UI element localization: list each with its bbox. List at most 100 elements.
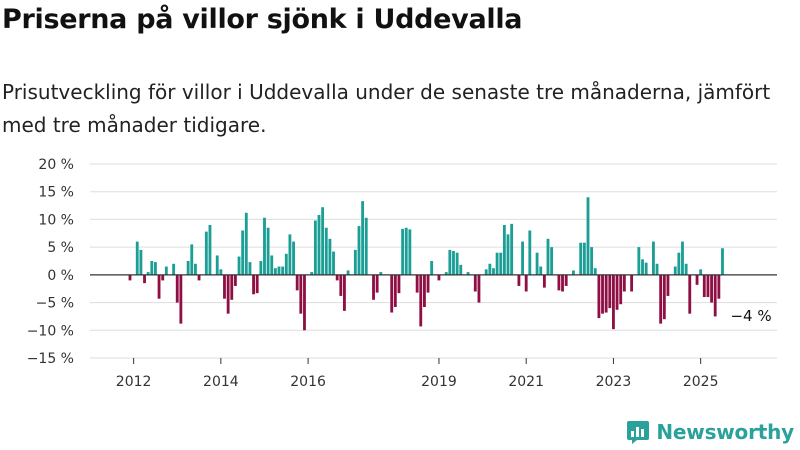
bar — [324, 227, 328, 275]
y-tick-label: 15 % — [38, 185, 74, 201]
x-tick-label: 2016 — [290, 374, 326, 390]
x-tick-label: 2012 — [116, 374, 152, 390]
bar — [586, 197, 590, 275]
bar — [521, 241, 524, 275]
bar — [688, 274, 692, 314]
bar — [404, 227, 408, 275]
bar — [528, 230, 532, 275]
bar — [321, 207, 325, 275]
latest-value-label: −4 % — [730, 307, 771, 325]
bar — [637, 247, 641, 275]
bar — [495, 252, 499, 275]
bar — [390, 274, 394, 313]
bar — [248, 262, 252, 275]
y-tick-label: 20 % — [38, 157, 74, 173]
bar — [597, 274, 601, 319]
bar — [179, 274, 183, 324]
bar — [295, 274, 299, 291]
bar — [444, 272, 448, 275]
bar — [361, 201, 365, 275]
bar — [593, 268, 597, 275]
bar — [437, 274, 441, 281]
bar — [452, 251, 455, 275]
bar — [343, 274, 346, 311]
bar — [473, 274, 477, 292]
x-axis-ticks: 2012 2014 2016 2019 2021 2023 2025 — [116, 358, 718, 390]
bar — [484, 269, 488, 275]
bar — [579, 242, 583, 275]
bar — [139, 249, 143, 275]
y-tick-label: 10 % — [38, 212, 74, 228]
y-axis-ticks: 20 % 15 % 10 % 5 % 0 % −5 % −10 % −15 % — [27, 157, 74, 367]
bar — [197, 274, 201, 281]
bar — [681, 241, 684, 275]
bar — [353, 249, 357, 275]
bar — [662, 274, 666, 320]
bar — [721, 248, 724, 275]
bar — [502, 224, 506, 275]
bar — [546, 238, 550, 275]
bar — [477, 274, 481, 303]
bar — [622, 274, 626, 292]
bar — [695, 274, 699, 285]
x-tick-label: 2014 — [203, 374, 239, 390]
bar — [572, 270, 575, 275]
bar — [673, 266, 677, 275]
newsworthy-chart-logo-icon — [627, 421, 650, 444]
bar-series — [128, 197, 724, 331]
x-tick-label: 2021 — [508, 374, 544, 390]
bar — [335, 274, 339, 281]
bar — [506, 234, 510, 275]
bar — [706, 274, 710, 298]
bar — [713, 274, 717, 317]
bar — [448, 249, 452, 275]
bar — [255, 274, 259, 294]
bar — [655, 263, 659, 275]
bar — [517, 274, 521, 286]
bar — [299, 274, 303, 314]
bar — [190, 244, 194, 275]
bar — [702, 274, 706, 298]
bar — [164, 266, 168, 275]
bar — [219, 269, 223, 275]
bar — [615, 274, 619, 310]
bar — [150, 261, 154, 275]
bar — [194, 263, 197, 275]
bar — [415, 274, 419, 293]
bar — [273, 268, 277, 275]
bar — [401, 228, 405, 275]
x-tick-label: 2023 — [596, 374, 632, 390]
gridlines — [90, 163, 777, 359]
bar — [524, 274, 528, 292]
bar — [699, 269, 703, 275]
bar — [281, 266, 285, 275]
bar — [423, 274, 426, 308]
bar — [652, 241, 655, 275]
y-tick-label: −15 % — [27, 351, 74, 367]
bar — [317, 214, 321, 275]
bar — [659, 274, 663, 324]
chart-title: Priserna på villor sjönk i Uddevalla — [2, 4, 523, 35]
brand-name: Newsworthy — [656, 420, 794, 444]
bar — [510, 223, 514, 275]
bar — [332, 251, 335, 275]
bar — [226, 274, 230, 314]
bar — [328, 238, 332, 275]
bar — [604, 274, 608, 313]
bar — [630, 274, 634, 292]
bar — [717, 274, 721, 299]
bar — [426, 274, 430, 293]
bar — [208, 224, 212, 275]
bar — [550, 247, 554, 275]
bar — [244, 212, 248, 275]
brand-footer: Newsworthy — [626, 419, 794, 445]
bar — [233, 274, 237, 286]
bar — [372, 274, 375, 300]
bar — [393, 274, 397, 308]
bar — [430, 261, 434, 275]
bar — [564, 274, 568, 286]
bar — [346, 270, 350, 275]
bar — [277, 266, 281, 275]
bar — [241, 230, 245, 275]
